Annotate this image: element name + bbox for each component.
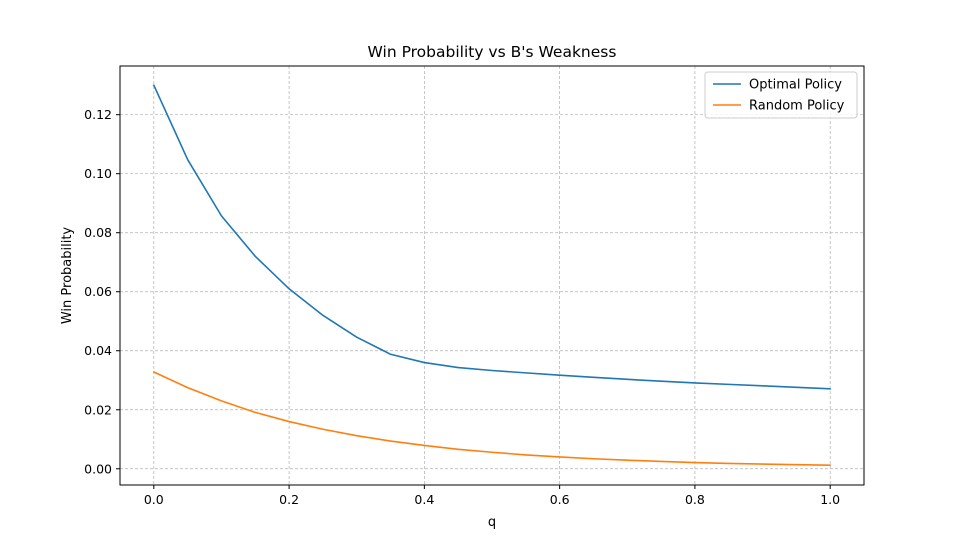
chart-title: Win Probability vs B's Weakness: [368, 43, 617, 61]
legend-label-optimal-policy: Optimal Policy: [749, 78, 842, 93]
y-tick-label: 0.06: [84, 284, 112, 299]
series-line-optimal-policy: [153, 84, 831, 390]
tick-layer: 0.0 0.2 0.4 0.6 0.8 1.0 0.00 0.02 0.04 0.06 0.08 0.…: [84, 107, 840, 507]
y-tick-label: 0.08: [84, 225, 112, 240]
y-tick-label: 0.00: [84, 461, 112, 476]
x-tick-label: 0.0: [144, 492, 164, 507]
grid-layer: [120, 66, 864, 485]
x-tick-label: 0.2: [279, 492, 299, 507]
y-tick-label: 0.04: [84, 343, 112, 358]
legend-box: [704, 71, 858, 119]
x-tick-label: 0.6: [550, 492, 570, 507]
legend-label-random-policy: Random Policy: [749, 99, 845, 114]
plot-frame: [119, 65, 865, 486]
y-tick-label: 0.10: [84, 166, 112, 181]
x-tick-label: 1.0: [820, 492, 840, 507]
y-tick-label: 0.12: [84, 107, 112, 122]
y-axis-label: Win Probability: [60, 227, 75, 325]
legend: Optimal Policy Random Policy: [704, 71, 858, 119]
x-tick-label: 0.8: [685, 492, 705, 507]
x-axis-label: q: [488, 515, 496, 530]
series-layer: [153, 84, 831, 467]
x-tick-label: 0.4: [414, 492, 434, 507]
y-tick-label: 0.02: [84, 402, 112, 417]
series-line-random-policy: [153, 371, 831, 467]
